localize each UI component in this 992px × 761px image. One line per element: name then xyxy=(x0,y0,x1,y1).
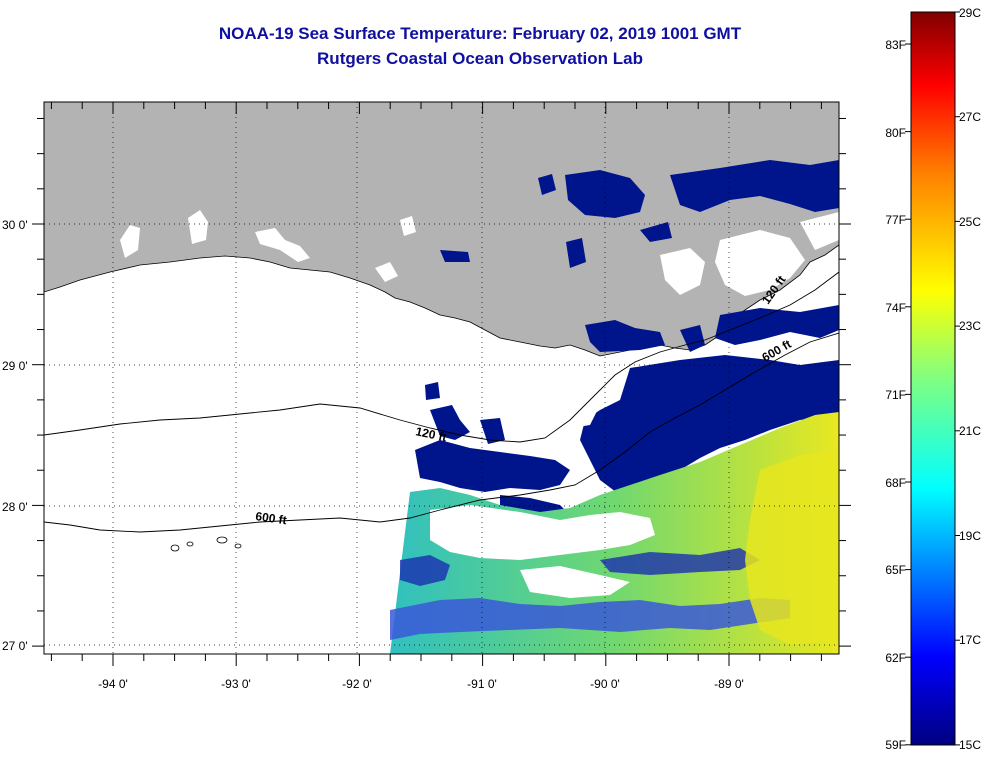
colorbar-ticks xyxy=(905,11,960,746)
colorbar-label-c: 19C xyxy=(959,529,981,543)
contour-label-600ft-west: 600 ft xyxy=(255,509,288,527)
colorbar-label-c: 27C xyxy=(959,110,981,124)
colorbar-label-c: 17C xyxy=(959,633,981,647)
lat-label: 30 0' xyxy=(2,218,28,232)
lon-label: -90 0' xyxy=(590,677,620,691)
sst-warm-core xyxy=(745,450,839,645)
lake xyxy=(800,212,839,250)
lon-label: -91 0' xyxy=(467,677,497,691)
land-mass xyxy=(44,102,839,357)
colorbar-label-c: 29C xyxy=(959,6,981,20)
lake xyxy=(255,228,310,262)
colorbar-label-c: 25C xyxy=(959,215,981,229)
colorbar-label-f: 74F xyxy=(885,301,906,315)
colorbar-label-f: 62F xyxy=(885,651,906,665)
map-subtitle: Rutgers Coastal Ocean Observation Lab xyxy=(317,49,643,68)
colorbar-label-f: 80F xyxy=(885,126,906,140)
colorbar-label-c: 21C xyxy=(959,424,981,438)
colorbar-label-c: 23C xyxy=(959,319,981,333)
sst-cool-patch xyxy=(400,555,450,586)
lake xyxy=(188,210,208,244)
contour-600ft xyxy=(44,332,839,533)
lon-label: -93 0' xyxy=(221,677,251,691)
colorbar-label-c: 15C xyxy=(959,738,981,752)
lake xyxy=(660,248,705,295)
contour-120ft xyxy=(44,271,839,443)
colorbar xyxy=(910,11,956,746)
colorbar-label-f: 83F xyxy=(885,38,906,52)
map-title: NOAA-19 Sea Surface Temperature: Februar… xyxy=(218,24,742,43)
shoal-outlines xyxy=(170,536,242,552)
lon-label: -92 0' xyxy=(342,677,372,691)
lat-label: 29 0' xyxy=(2,359,28,373)
cold-water-patches xyxy=(415,160,839,530)
cloud-gaps xyxy=(430,390,655,598)
lon-label: -94 0' xyxy=(98,677,128,691)
axis-ticks xyxy=(32,102,851,666)
map-frame xyxy=(43,101,840,655)
lat-label: 28 0' xyxy=(2,500,28,514)
lake xyxy=(715,230,805,296)
colorbar-label-f: 71F xyxy=(885,388,906,402)
lake xyxy=(400,216,416,236)
lake xyxy=(120,225,140,258)
lake xyxy=(375,262,398,282)
colorbar-label-f: 59F xyxy=(885,738,906,752)
sst-cool-band xyxy=(390,598,790,640)
colorbar-label-f: 65F xyxy=(885,563,906,577)
contour-label-120ft-mid: 120 ft xyxy=(414,424,448,444)
colorbar-label-f: 68F xyxy=(885,476,906,490)
colorbar-label-f: 77F xyxy=(885,213,906,227)
sst-cool-patch xyxy=(600,548,760,575)
graticule xyxy=(44,102,839,654)
lat-label: 27 0' xyxy=(2,639,28,653)
lon-label: -89 0' xyxy=(714,677,744,691)
